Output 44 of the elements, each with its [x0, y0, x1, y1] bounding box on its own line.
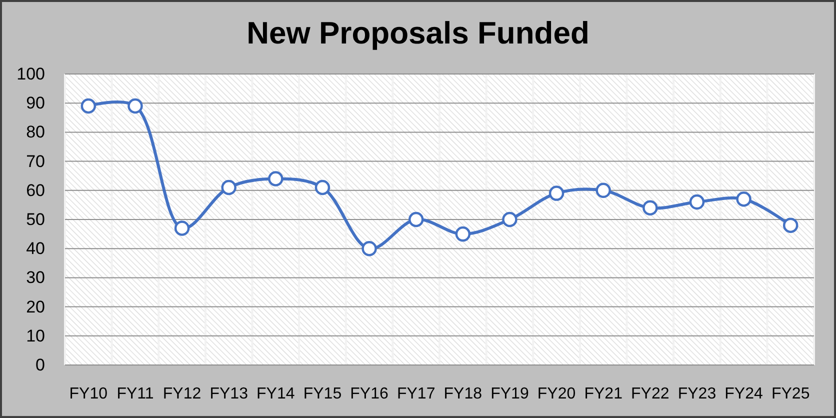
y-tick-label: 40 — [26, 239, 45, 258]
x-tick-label: FY22 — [631, 386, 670, 402]
y-tick-label: 30 — [26, 268, 45, 288]
x-tick-label: FY19 — [490, 386, 529, 402]
chart-title: New Proposals Funded — [246, 16, 590, 50]
x-tick-label: FY12 — [162, 386, 202, 402]
y-tick-label: 50 — [26, 210, 45, 229]
x-tick-label: FY10 — [69, 386, 108, 402]
point — [689, 194, 705, 210]
y-tick-label: 80 — [26, 122, 45, 142]
point — [80, 98, 96, 114]
y-tick-label: 0 — [36, 356, 45, 374]
x-tick-label: FY25 — [771, 386, 810, 402]
y-tick-label: 100 — [16, 64, 45, 84]
x-tick-label: FY17 — [396, 386, 436, 402]
x-tick-label: FY20 — [537, 386, 576, 402]
x-tick-label: FY15 — [303, 386, 342, 402]
y-tick-label: 10 — [26, 326, 45, 346]
y-tick-label: 20 — [26, 297, 45, 316]
x-tick-label: FY16 — [350, 386, 388, 402]
x-tick-label: FY24 — [724, 386, 763, 402]
y-tick-label: 70 — [26, 152, 45, 171]
x-tick-label: FY13 — [210, 386, 248, 402]
point — [642, 200, 658, 216]
point — [455, 226, 471, 242]
point — [782, 218, 798, 233]
point — [736, 192, 752, 207]
x-tick-label: FY21 — [584, 386, 623, 402]
y-tick-label: 60 — [26, 180, 45, 200]
point — [596, 182, 611, 198]
point — [362, 240, 377, 256]
point — [314, 180, 330, 196]
x-tick-label: FY11 — [116, 386, 154, 402]
point — [174, 220, 190, 236]
point — [128, 98, 143, 114]
point — [548, 186, 564, 201]
point — [268, 171, 284, 186]
point — [408, 212, 424, 228]
x-tick-label: FY14 — [256, 386, 295, 402]
point — [502, 212, 518, 228]
y-tick-label: 90 — [26, 94, 45, 113]
x-tick-label: FY23 — [678, 386, 716, 402]
point — [221, 180, 236, 196]
x-tick-label: FY18 — [444, 386, 482, 402]
